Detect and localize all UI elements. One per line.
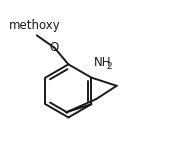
Text: O: O: [50, 41, 59, 54]
Text: NH: NH: [94, 56, 112, 69]
Text: methoxy: methoxy: [9, 19, 61, 32]
Text: 2: 2: [106, 62, 112, 71]
